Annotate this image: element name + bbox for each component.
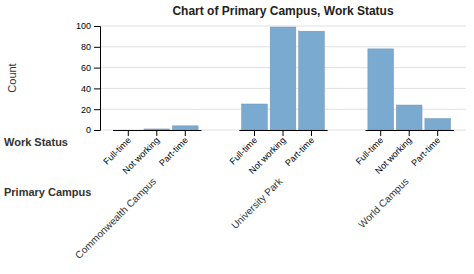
- y-tick-label: 20: [81, 105, 91, 115]
- x-tick-label: Not working: [121, 135, 162, 176]
- x-axis-line: [113, 130, 201, 131]
- y-tick: 20: [81, 105, 100, 115]
- x-tick-mark: [283, 130, 284, 136]
- bar: [270, 27, 296, 130]
- chart: 0 20 40 60 80 100 Full-timeNot workingPart-tim…: [0, 0, 474, 274]
- bar: [115, 130, 141, 131]
- y-tick-label: 0: [86, 125, 91, 135]
- x-axis: Full-timeNot workingPart-time: [354, 130, 454, 176]
- bar: [242, 104, 268, 130]
- x-axis-line: [366, 130, 454, 131]
- y-tick-label: 80: [81, 42, 91, 52]
- x-axis: Full-timeNot workingPart-time: [101, 130, 201, 176]
- x-tick-mark: [156, 130, 157, 136]
- x-tick-mark: [311, 130, 312, 136]
- y-tick-mark: [94, 68, 100, 69]
- x-tick-mark: [380, 130, 381, 136]
- bar: [172, 126, 198, 130]
- grid: [100, 26, 466, 130]
- y-tick: 40: [81, 84, 100, 94]
- x-tick: Part-time: [157, 130, 190, 168]
- bar: [425, 119, 451, 130]
- y-tick: 80: [81, 42, 100, 52]
- bar: [299, 31, 325, 130]
- x-tick-label: Part-time: [409, 135, 442, 168]
- x-tick-mark: [185, 130, 186, 136]
- y-tick-mark: [94, 88, 100, 89]
- x-tick-label: Part-time: [157, 135, 190, 168]
- x-tick-mark: [254, 130, 255, 136]
- y-axis-line: [94, 27, 101, 131]
- y-tick-label: 40: [81, 84, 91, 94]
- x-tick-mark: [128, 130, 129, 136]
- x-tick-label: Not working: [373, 135, 414, 176]
- x-tick-label: Part-time: [283, 135, 316, 168]
- group-label: World Campus: [356, 176, 410, 230]
- y-tick-mark: [94, 109, 100, 110]
- y-tick-mark: [94, 47, 100, 48]
- x-tick: Part-time: [409, 130, 442, 168]
- group-label: University Park: [229, 175, 285, 231]
- x-axis-title: Work Status: [4, 136, 68, 148]
- y-tick: 60: [81, 63, 100, 73]
- bar: [144, 129, 170, 130]
- x-tick: Not working: [373, 130, 414, 176]
- bar: [396, 105, 422, 130]
- bars: [144, 27, 451, 130]
- x-tick: Part-time: [283, 130, 316, 168]
- grid-line: [100, 26, 466, 27]
- title: Chart of Primary Campus, Work Status: [172, 4, 393, 18]
- y-tick-mark: [94, 26, 100, 27]
- x-axis: Full-timeNot workingPart-time: [228, 130, 328, 176]
- y-tick: 100: [76, 21, 100, 31]
- group-axis-title: Primary Campus: [4, 186, 91, 198]
- x-tick-mark: [437, 130, 438, 136]
- y-axis-title: Count: [6, 63, 18, 92]
- y-tick-label: 100: [76, 21, 91, 31]
- y-tick: 0: [86, 125, 100, 135]
- y-axis: 0 20 40 60 80 100: [76, 21, 101, 135]
- x-tick: Not working: [121, 130, 162, 176]
- y-tick-mark: [94, 130, 100, 131]
- bar: [368, 49, 394, 130]
- x-tick-mark: [409, 130, 410, 136]
- x-tick: Not working: [247, 130, 288, 176]
- group-labels: Commonwealth CampusUniversity ParkWorld …: [73, 175, 411, 261]
- x-tick-label: Not working: [247, 135, 288, 176]
- y-tick-label: 60: [81, 63, 91, 73]
